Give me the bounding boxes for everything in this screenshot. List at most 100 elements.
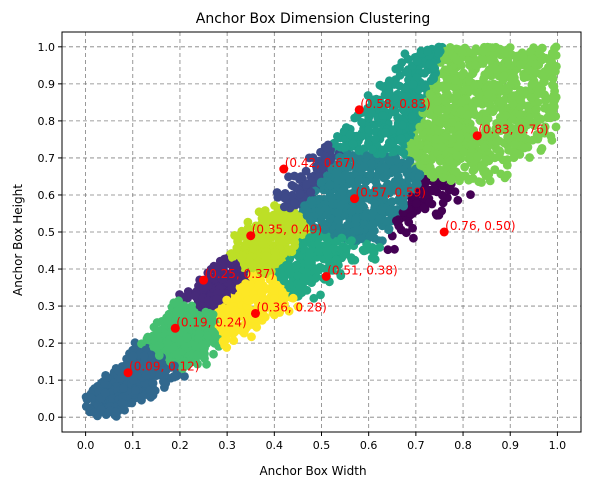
scatter-point	[191, 341, 201, 351]
scatter-point	[396, 146, 405, 156]
scatter-point	[400, 84, 410, 93]
scatter-point	[300, 201, 309, 211]
scatter-point	[444, 185, 454, 195]
scatter-point	[420, 68, 429, 78]
scatter-point	[201, 307, 211, 317]
scatter-point	[533, 134, 543, 144]
scatter-point	[276, 298, 286, 307]
scatter-point	[139, 351, 149, 361]
scatter-point	[499, 71, 509, 81]
scatter-point	[412, 73, 421, 82]
scatter-point	[268, 274, 277, 283]
scatter-point	[381, 216, 391, 226]
scatter-point	[402, 98, 411, 108]
scatter-point	[523, 102, 533, 112]
scatter-point	[384, 224, 394, 234]
scatter-point	[195, 328, 205, 338]
scatter-point	[412, 199, 421, 208]
scatter-point	[425, 89, 435, 99]
scatter-point	[190, 307, 199, 317]
scatter-point	[403, 68, 412, 78]
scatter-point	[481, 116, 490, 125]
scatter-point	[531, 59, 540, 69]
scatter-point	[169, 372, 179, 381]
scatter-point	[534, 86, 544, 95]
scatter-point	[504, 145, 513, 155]
scatter-point	[404, 217, 414, 227]
scatter-point	[305, 233, 314, 243]
scatter-point	[182, 333, 192, 343]
scatter-point	[206, 264, 216, 274]
scatter-point	[299, 272, 309, 282]
centroid-labels: (0.09, 0.12) (0.19, 0.24) (0.25, 0.37) (0.3…	[129, 97, 549, 374]
scatter-point	[479, 74, 488, 84]
scatter-point	[302, 179, 311, 189]
x-tick-label: 1.0	[549, 439, 567, 452]
y-tick-label: 0.9	[38, 78, 56, 91]
scatter-point	[405, 156, 415, 166]
scatter-point	[490, 64, 500, 74]
scatter-point	[468, 69, 477, 79]
scatter-point	[152, 318, 162, 327]
scatter-point	[551, 67, 560, 76]
y-tick-label: 0.6	[38, 189, 56, 202]
y-tick-label: 0.8	[38, 115, 56, 128]
centroid-point	[350, 194, 360, 204]
scatter-point	[279, 249, 289, 259]
scatter-point	[512, 149, 521, 159]
scatter-point	[437, 142, 447, 152]
scatter-point	[532, 105, 541, 114]
scatter-point	[451, 167, 461, 177]
scatter-point	[547, 135, 557, 145]
scatter-point	[494, 82, 503, 92]
scatter-point	[528, 79, 537, 89]
scatter-point	[342, 244, 351, 253]
scatter-point	[261, 251, 271, 260]
scatter-point	[233, 237, 243, 246]
scatter-point	[278, 236, 287, 246]
y-tick-label: 0.4	[38, 263, 56, 276]
scatter-point	[279, 202, 289, 212]
scatter-point	[537, 71, 547, 80]
scatter-point	[516, 60, 525, 70]
scatter-point	[479, 47, 488, 57]
scatter-point	[368, 207, 378, 217]
scatter-point	[141, 371, 151, 380]
scatter-point	[178, 364, 188, 374]
scatter-point	[254, 280, 264, 290]
scatter-point	[537, 144, 547, 153]
centroid-markers	[123, 105, 482, 378]
scatter-point	[347, 255, 357, 265]
scatter-point	[450, 76, 460, 85]
scatter-point	[448, 134, 457, 144]
scatter-point	[342, 162, 352, 172]
scatter-point	[348, 139, 358, 149]
scatter-point	[194, 281, 203, 291]
scatter-point	[183, 313, 193, 323]
scatter-point	[127, 398, 137, 408]
scatter-point	[548, 80, 557, 90]
scatter-point	[295, 189, 305, 199]
scatter-point	[334, 260, 343, 270]
scatter-point	[337, 233, 347, 243]
scatter-point	[290, 241, 299, 251]
scatter-point	[390, 244, 399, 254]
scatter-point	[338, 187, 347, 197]
scatter-point	[299, 240, 308, 250]
scatter-point	[268, 308, 278, 318]
scatter-point	[415, 171, 425, 180]
scatter-point	[153, 326, 163, 336]
scatter-point	[297, 223, 306, 232]
scatter-point	[252, 322, 262, 332]
scatter-point	[510, 140, 520, 149]
scatter-point	[471, 61, 481, 70]
scatter-point	[496, 98, 506, 108]
scatter-point	[111, 407, 120, 417]
scatter-point	[284, 220, 293, 230]
scatter-point	[360, 212, 370, 221]
scatter-point	[208, 310, 218, 319]
centroid-point	[170, 323, 180, 333]
scatter-point	[328, 266, 337, 275]
y-axis-ticks: 0.0 0.1 0.2 0.3 0.4 0.5 0.6 0.7 0.8 0.9 1.0	[38, 41, 62, 424]
scatter-point	[395, 62, 404, 72]
